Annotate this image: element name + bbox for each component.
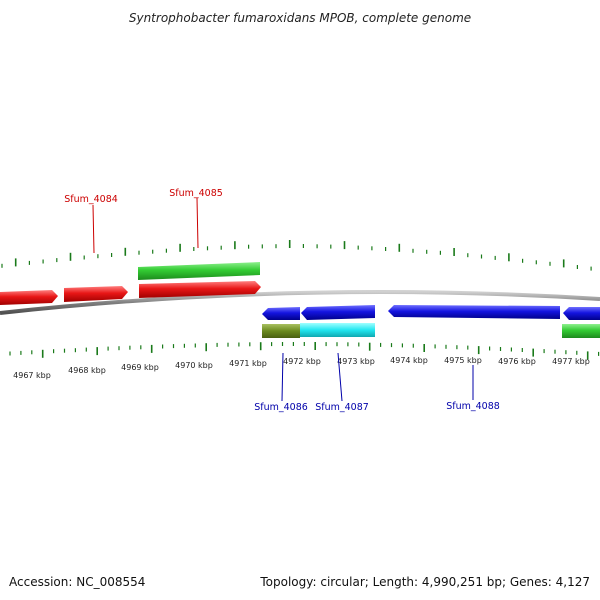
kbp-label: 4968 kbp (68, 366, 106, 375)
forward-gene-arrow[interactable] (64, 286, 128, 302)
kbp-label: 4975 kbp (444, 356, 482, 365)
kbp-label: 4973 kbp (337, 357, 375, 366)
kbp-label: 4972 kbp (283, 357, 321, 366)
reverse-gene-arrow-sfum-4087[interactable] (301, 305, 375, 320)
forward-gene-arrow-sfum-4085[interactable] (139, 281, 261, 298)
map-title: Syntrophobacter fumaroxidans MPOB, compl… (129, 11, 471, 25)
topology-text: Topology: circular; Length: 4,990,251 bp… (259, 575, 590, 589)
gene-highlight-green-right (562, 324, 600, 338)
gene-label-sfum-4085[interactable]: Sfum_4085 (169, 188, 223, 199)
kbp-label: 4977 kbp (552, 357, 590, 366)
gene-label-sfum-4088[interactable]: Sfum_4088 (446, 401, 500, 412)
inner-tick-row (9, 342, 600, 360)
kbp-label: 4970 kbp (175, 361, 213, 370)
gene-label-sfum-4086[interactable]: Sfum_4086 (254, 402, 308, 413)
genome-backbone (0, 290, 600, 315)
kbp-label: 4976 kbp (498, 357, 536, 366)
gene-highlight-cyan (300, 323, 375, 337)
gene-label-sfum-4087[interactable]: Sfum_4087 (315, 402, 369, 413)
reverse-gene-arrow-sfum-4088[interactable] (388, 305, 560, 319)
accession-text: Accession: NC_008554 (9, 575, 145, 589)
callout-line (337, 352, 343, 402)
gene-highlight-olive (262, 324, 300, 338)
reverse-gene-arrow[interactable] (563, 307, 600, 320)
forward-gene-arrow[interactable] (0, 290, 58, 305)
callout-line (281, 352, 284, 402)
kbp-label: 4971 kbp (229, 359, 267, 368)
callout-line (92, 204, 95, 254)
gene-highlight-green (138, 262, 260, 280)
kbp-label: 4967 kbp (13, 371, 51, 380)
gene-label-sfum-4084[interactable]: Sfum_4084 (64, 194, 118, 205)
callout-line (196, 197, 199, 249)
reverse-gene-arrow-sfum-4086[interactable] (262, 307, 300, 320)
outer-tick-row (1, 240, 592, 271)
kbp-scale-labels: 4967 kbp 4968 kbp 4969 kbp 4970 kbp 4971 kbp… (13, 356, 590, 380)
kbp-label: 4974 kbp (390, 356, 428, 365)
kbp-label: 4969 kbp (121, 363, 159, 372)
